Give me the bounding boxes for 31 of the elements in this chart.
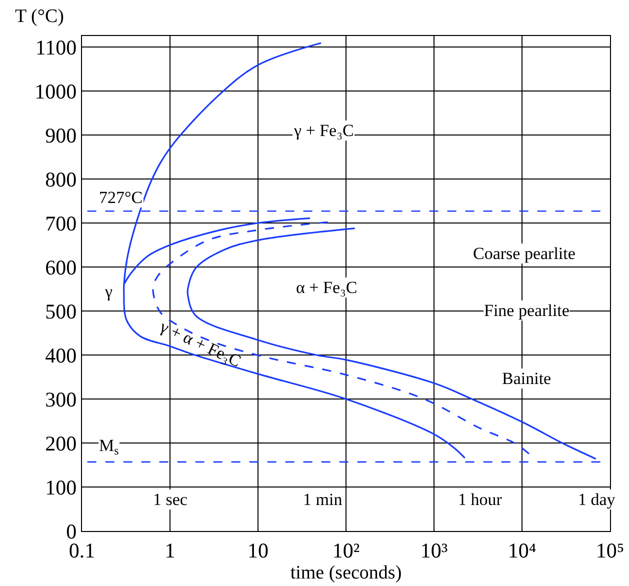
y-tick-label: 700	[45, 211, 77, 236]
annotation: 1 day	[578, 490, 616, 509]
annotation: Coarse pearlite	[473, 244, 576, 263]
ref-line-label: 727°C	[99, 188, 143, 207]
y-axis-title: T (°C)	[15, 6, 64, 27]
annotation: 1 sec	[153, 490, 188, 509]
annotation: γ + Fe₃C	[293, 121, 354, 140]
x-tick-label: 10⁵	[596, 538, 624, 562]
annotation: 1 hour	[458, 490, 502, 509]
annotation: 1 min	[303, 490, 343, 509]
y-tick-label: 1000	[34, 79, 77, 104]
y-tick-label: 200	[45, 431, 77, 456]
annotation: Bainite	[502, 369, 552, 388]
y-tick-label: 100	[45, 475, 77, 500]
x-tick-label: 10²	[332, 538, 360, 562]
annotation: α + Fe₃C	[296, 278, 358, 297]
y-tick-label: 800	[45, 167, 77, 192]
y-tick-label: 300	[45, 387, 77, 412]
x-tick-label: 10³	[420, 538, 448, 562]
annotation: γ	[104, 282, 113, 301]
ref-line-label: M$_{s}$	[99, 436, 120, 458]
y-tick-label: 900	[45, 123, 77, 148]
y-tick-label: 400	[45, 343, 77, 368]
x-tick-label: 10⁴	[508, 538, 536, 562]
y-tick-label: 600	[45, 255, 77, 280]
x-tick-label: 10	[248, 538, 268, 562]
x-tick-label: 1	[164, 538, 176, 562]
x-axis-title: time (seconds)	[290, 562, 402, 584]
y-tick-label: 500	[45, 299, 77, 324]
y-tick-label: 1100	[35, 35, 77, 60]
annotation: Fine pearlite	[484, 301, 570, 320]
